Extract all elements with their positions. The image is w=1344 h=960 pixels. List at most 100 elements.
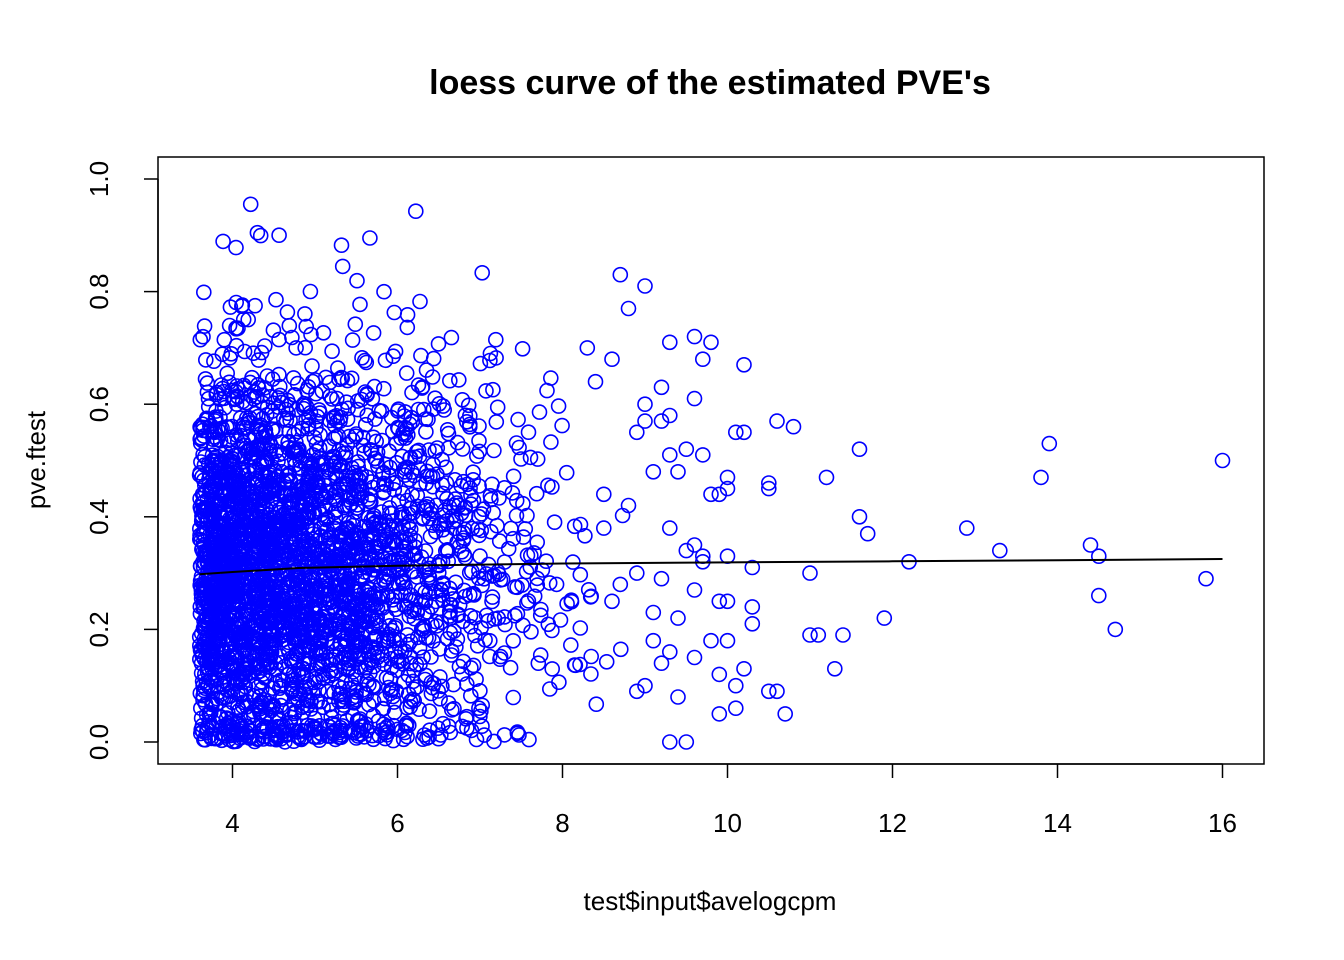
data-point [661, 734, 678, 750]
data-point [509, 605, 526, 622]
data-point [286, 444, 303, 460]
data-point [325, 536, 342, 553]
data-point [528, 485, 545, 502]
data-point [273, 394, 290, 411]
data-point [359, 673, 376, 689]
data-point [620, 497, 637, 514]
data-point [522, 559, 539, 575]
data-point [496, 554, 513, 570]
data-point [277, 627, 294, 643]
data-point [224, 525, 240, 542]
data-point [331, 693, 347, 710]
data-point [273, 565, 290, 582]
data-point [362, 494, 379, 511]
data-point [580, 581, 597, 598]
data-point [543, 434, 559, 450]
data-point [416, 727, 433, 743]
data-point [404, 691, 421, 708]
data-point [299, 542, 316, 558]
data-point [439, 630, 456, 647]
data-point [298, 318, 315, 335]
data-point [554, 417, 570, 434]
data-point [303, 460, 320, 476]
data-point [236, 377, 252, 394]
data-point [851, 508, 868, 525]
data-point [454, 666, 470, 682]
data-point [297, 306, 313, 322]
data-point [431, 517, 448, 533]
data-point [297, 339, 314, 356]
data-point [192, 651, 208, 668]
data-point [418, 423, 434, 440]
data-point [423, 685, 440, 702]
data-point [736, 356, 752, 373]
data-point [327, 648, 343, 665]
data-point [346, 487, 362, 504]
data-point [250, 408, 266, 425]
data-point [345, 513, 362, 530]
data-point [286, 387, 303, 404]
data-point [459, 720, 475, 736]
data-point [486, 611, 503, 627]
data-point [440, 425, 457, 442]
data-point [448, 639, 464, 655]
data-point [340, 616, 357, 633]
data-point [572, 620, 589, 636]
data-point [380, 679, 397, 696]
data-point [236, 343, 253, 360]
data-point [303, 718, 320, 734]
data-point [454, 391, 471, 408]
data-point [579, 340, 596, 356]
data-point [440, 718, 457, 735]
data-point [321, 563, 338, 580]
data-point [365, 325, 382, 341]
data-point [275, 542, 291, 559]
data-point [399, 728, 415, 745]
data-point [492, 651, 508, 668]
data-point [301, 409, 317, 426]
data-point [197, 666, 213, 682]
data-point [343, 495, 360, 512]
data-point [541, 681, 558, 697]
data-point [471, 527, 488, 544]
data-point [368, 568, 384, 585]
x-tick-label: 10 [713, 808, 742, 838]
data-point [583, 666, 599, 682]
data-point [332, 409, 349, 426]
data-point [356, 352, 373, 369]
data-point [312, 426, 328, 443]
data-point [268, 291, 284, 308]
data-point [454, 441, 471, 457]
data-point [719, 469, 736, 486]
data-point [473, 619, 490, 636]
data-point [218, 419, 235, 435]
data-point [415, 401, 432, 418]
data-point [449, 631, 466, 647]
data-point [195, 328, 211, 345]
data-point [326, 579, 343, 596]
data-point [628, 424, 645, 441]
data-point [333, 729, 350, 746]
data-point [282, 529, 299, 546]
data-point [327, 509, 344, 526]
data-point [542, 370, 559, 386]
data-point [308, 435, 325, 452]
data-point [736, 424, 752, 441]
data-point [222, 299, 239, 315]
data-point [295, 605, 312, 622]
data-point [488, 414, 505, 430]
data-point [254, 480, 270, 497]
data-point [200, 640, 216, 657]
data-point [637, 396, 653, 413]
data-point [483, 523, 499, 540]
data-point [374, 432, 390, 449]
data-point [253, 704, 270, 720]
data-point [379, 724, 396, 740]
data-point [450, 372, 467, 388]
data-point [315, 699, 331, 716]
data-point [802, 627, 818, 643]
data-point [193, 578, 210, 595]
data-point [475, 501, 492, 518]
data-point [507, 607, 523, 624]
y-axis: 0.0 0.2 0.4 0.6 0.8 1.0 [84, 161, 159, 760]
